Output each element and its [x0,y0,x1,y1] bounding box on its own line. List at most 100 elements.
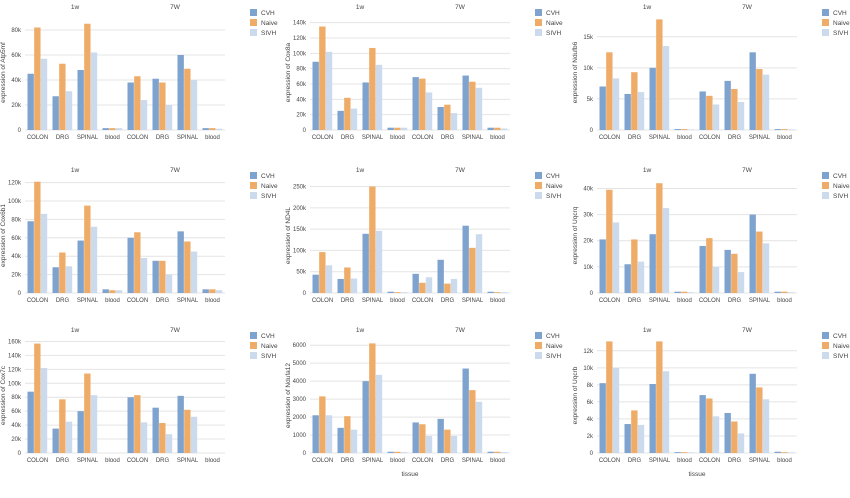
x-tick-label: SPINAL [649,458,671,464]
facet-label: 1w [356,4,365,11]
bar [724,80,731,130]
bar [84,205,91,293]
bar [400,292,408,293]
y-tick-label: 4000 [293,379,307,385]
bar [724,249,731,293]
x-tick-label: blood [677,458,692,464]
bar [606,341,613,453]
bar [450,435,458,453]
bar [27,221,34,293]
bar [412,422,419,453]
bar [749,214,756,293]
x-tick-label: COLON [599,298,620,304]
x-tick-label: DRG [628,458,642,464]
bar [737,272,745,293]
bar [325,51,333,130]
x-tick-label: blood [390,458,405,464]
x-tick-label: blood [105,298,120,304]
bar [375,64,383,130]
y-axis-label: expression of ND4L [285,207,292,264]
bar [394,451,401,453]
legend-swatch [822,19,829,26]
bar [90,52,98,130]
bar [152,260,159,293]
facet-label: 7W [170,327,181,334]
bar [394,292,401,293]
bar [350,278,358,293]
x-tick-label: DRG [341,135,355,141]
chart-panel-2: 0 20k 40k 60k 80k 100k 120k 140k expression of C… [285,4,563,141]
x-tick-label: SPINAL [462,298,484,304]
bar [350,429,358,453]
x-tick-label: COLON [412,135,433,141]
y-tick-label: 140k [8,353,22,359]
bar [27,73,34,130]
x-tick-label: SPINAL [649,135,671,141]
bar [637,261,645,293]
y-tick-label: 20k [296,113,307,119]
bar [787,129,795,130]
legend-swatch [822,172,829,179]
bar [494,292,501,293]
bar [65,266,73,293]
bar [781,291,788,293]
bar [325,265,333,293]
chart-panel-8: 0 1000 2000 3000 4000 5000 6000 expression of N… [285,327,563,478]
legend-label: CVH [833,173,847,180]
bar [674,452,681,453]
bar [487,127,494,130]
bar [387,127,394,130]
bar [724,412,731,453]
legend-swatch [250,342,257,349]
legend-swatch [822,9,829,16]
bar [612,78,620,130]
bar [319,396,326,453]
legend-label: CVH [833,333,847,340]
bar [599,86,606,130]
bar [40,58,48,130]
x-tick-label: blood [677,298,692,304]
bar [190,416,198,453]
bar [152,78,159,130]
bar [494,127,501,130]
bar [140,258,148,293]
bar [681,291,688,293]
legend-label: CVH [261,333,275,340]
bar [662,208,670,293]
bar [337,427,344,453]
bar [387,291,394,293]
bar [699,91,706,130]
y-tick-label: 20k [11,437,22,443]
y-tick-label: 100k [293,51,307,57]
y-axis-label: expression of Ndufb6 [572,41,579,103]
y-tick-label: 250k [293,185,307,191]
bar [469,247,476,293]
bar [344,267,351,293]
chart-panel-1: 0 20k 40k 60k 80k expression of Atp5mf 1w COLON… [0,4,278,141]
bar [444,104,451,130]
facet-label: 1w [643,167,652,174]
legend-swatch [822,352,829,359]
bar [656,19,663,131]
chart-panel-7: 0 20k 40k 60k 80k 100k 120k 140k 160k expression … [0,327,278,464]
bar [419,78,426,130]
bar [687,452,695,453]
y-tick-label: 0 [303,128,307,134]
y-tick-label: 40k [11,423,22,429]
y-tick-label: 60k [296,82,307,88]
bar [437,259,444,293]
bar [59,63,66,130]
x-tick-label: DRG [341,298,355,304]
facet-label: 1w [71,4,80,11]
y-tick-label: 0 [18,128,22,134]
y-tick-label: 120k [8,367,22,373]
bar [140,422,148,453]
x-tick-label: SPINAL [77,298,99,304]
bar [656,341,663,453]
y-axis-label: expression of Ndufa12 [285,363,292,428]
x-tick-label: SPINAL [177,458,199,464]
y-tick-label: 10k [583,366,594,372]
legend-label: CVH [833,10,847,17]
bar [419,424,426,453]
